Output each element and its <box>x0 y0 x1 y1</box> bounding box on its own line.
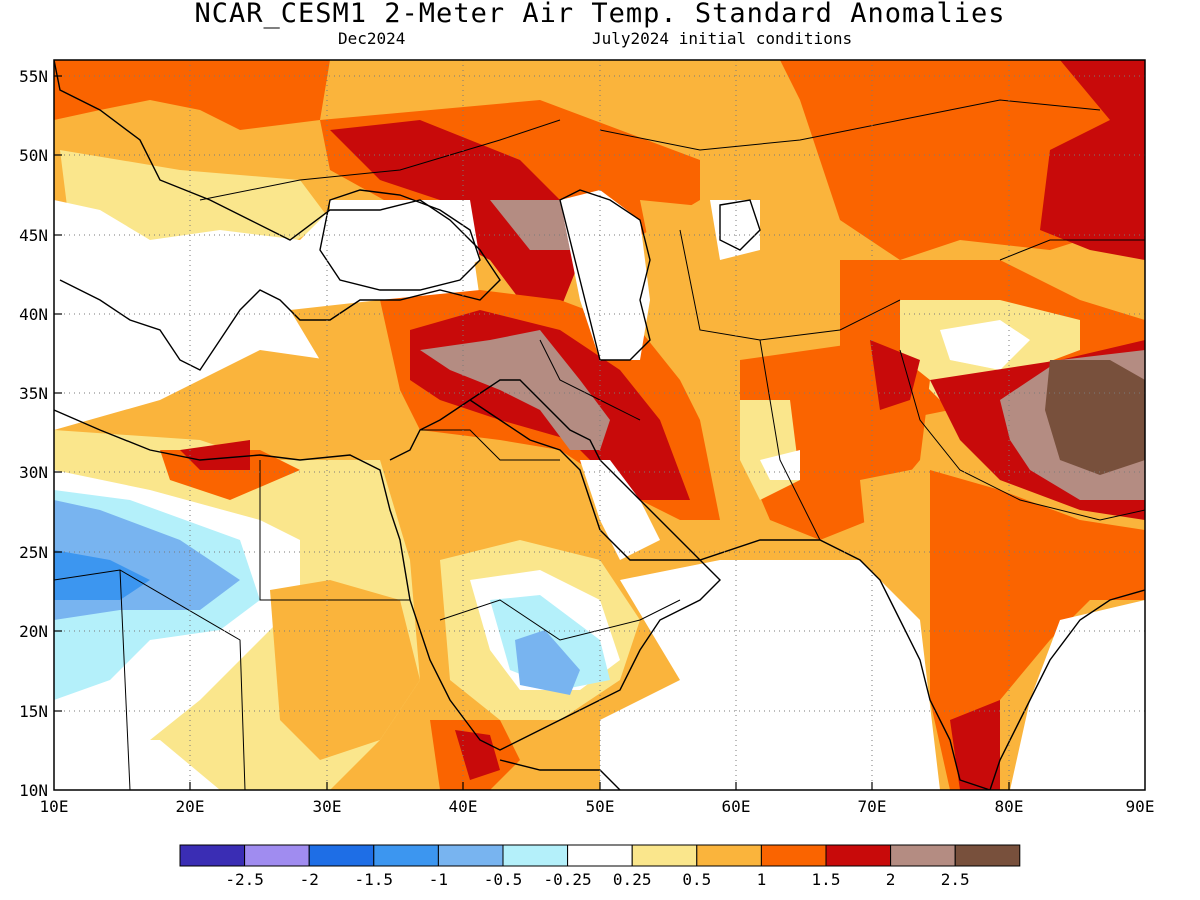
colorbar-label: -2.5 <box>225 870 264 889</box>
shade-region <box>420 330 610 450</box>
coastline <box>54 60 501 371</box>
border <box>54 569 246 790</box>
lat-label: 10N <box>19 781 48 800</box>
lat-label: 40N <box>19 305 48 324</box>
colorbar-label: -1 <box>429 870 448 889</box>
shade-region <box>1010 600 1145 790</box>
colorbar-swatch <box>502 844 569 867</box>
colorbar-swatch <box>373 844 439 867</box>
borders <box>54 99 1145 790</box>
shade-region <box>54 550 150 600</box>
border <box>199 119 561 201</box>
coastline <box>499 759 621 790</box>
colorbar-label: -0.25 <box>544 870 592 889</box>
shade-region <box>515 630 580 695</box>
valid-month-label: Dec2024 <box>338 29 406 48</box>
lon-label: 70E <box>858 797 887 816</box>
colorbar-label: -1.5 <box>355 870 394 889</box>
lon-label: 90E <box>1126 797 1155 816</box>
colorbar-swatch <box>567 844 633 867</box>
shade-region <box>710 200 760 260</box>
border <box>759 339 821 541</box>
lon-label: 10E <box>40 797 69 816</box>
shade-region <box>940 320 1030 370</box>
coastlines <box>54 60 1145 790</box>
shade-region <box>490 200 570 250</box>
shade-region <box>560 190 650 360</box>
lat-axis-labels: 55N 50N 45N 40N 35N 30N 25N 20N 15N 10N <box>19 67 48 800</box>
colorbar-swatch <box>696 844 762 867</box>
lon-axis-labels: 10E 20E 30E 40E 50E 60E 70E 80E 90E <box>40 797 1155 816</box>
colorbar-label: -0.5 <box>484 870 523 889</box>
colorbar-label: 2.5 <box>941 870 970 889</box>
shade-region <box>640 200 900 400</box>
colorbar-label: 0.5 <box>682 870 711 889</box>
lon-label: 50E <box>586 797 615 816</box>
tick-marks <box>54 75 1010 790</box>
colorbar-swatch <box>437 844 504 867</box>
shade-region <box>54 740 220 790</box>
lat-label: 25N <box>19 543 48 562</box>
border <box>420 429 560 461</box>
colorbar-swatch <box>825 844 892 867</box>
border <box>899 349 1145 521</box>
colorbar-label: 0.25 <box>613 870 652 889</box>
colorbar-swatch <box>244 844 310 867</box>
colorbar-swatch <box>954 844 1021 867</box>
colorbar-swatch <box>631 844 698 867</box>
lon-label: 30E <box>313 797 342 816</box>
shade-region <box>54 60 330 130</box>
border <box>539 339 641 421</box>
shade-region <box>330 200 480 290</box>
colorbar-swatch <box>760 844 827 867</box>
shade-region <box>180 440 250 470</box>
lat-label: 45N <box>19 226 48 245</box>
shade-region <box>870 340 920 410</box>
lon-label: 60E <box>722 797 751 816</box>
lon-label: 40E <box>449 797 478 816</box>
lat-label: 20N <box>19 622 48 641</box>
shade-region <box>1040 60 1145 260</box>
coastline <box>469 399 1145 790</box>
border <box>439 599 681 641</box>
lon-label: 80E <box>995 797 1024 816</box>
coastline <box>559 189 651 361</box>
lon-label: 20E <box>176 797 205 816</box>
colorbar: -2.5 -2 -1.5 -1 -0.5 -0.25 0.25 0.5 1 1.5 2 2.5 <box>179 844 1021 889</box>
coastline <box>319 189 481 291</box>
border <box>119 569 131 790</box>
gridlines <box>54 60 1145 790</box>
map-title: NCAR_CESM1 2-Meter Air Temp. Standard An… <box>194 0 1006 29</box>
colorbar-label: 2 <box>886 870 896 889</box>
anomaly-field <box>54 60 1145 790</box>
border <box>999 239 1145 261</box>
colorbar-swatch <box>890 844 956 867</box>
shade-region <box>455 730 500 780</box>
colorbar-label: 1 <box>757 870 767 889</box>
colorbar-swatch <box>308 844 375 867</box>
lat-label: 15N <box>19 702 48 721</box>
shade-region <box>290 300 400 360</box>
shade-region <box>950 700 1000 790</box>
shade-region <box>270 580 420 760</box>
lat-label: 30N <box>19 463 48 482</box>
border <box>259 460 410 601</box>
colorbar-swatch <box>179 844 246 867</box>
coastline <box>54 379 721 751</box>
shade-region <box>60 150 330 250</box>
lat-label: 35N <box>19 384 48 403</box>
shade-region <box>1045 360 1145 475</box>
lat-label: 50N <box>19 146 48 165</box>
border <box>599 99 1101 151</box>
coastline <box>719 199 761 251</box>
lat-label: 55N <box>19 67 48 86</box>
colorbar-label: 1.5 <box>812 870 841 889</box>
colorbar-label: -2 <box>300 870 319 889</box>
initial-conditions-label: July2024 initial conditions <box>592 29 853 48</box>
shade-region <box>600 560 940 790</box>
